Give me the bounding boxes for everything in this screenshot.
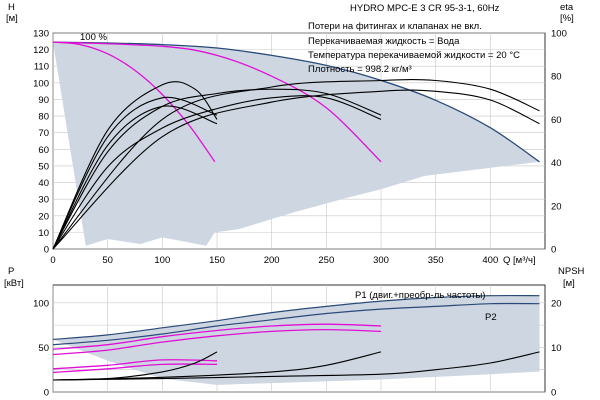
tick-label-p: 50 (38, 343, 49, 354)
tick-label-eta: 40 (551, 158, 562, 169)
tick-label-h: 30 (38, 195, 49, 206)
tick-label-q: 350 (428, 255, 444, 266)
top-series-efficiency-9 (52, 95, 382, 250)
tick-label-eta: 80 (551, 72, 562, 83)
top-series-efficiency-10 (52, 79, 540, 250)
tick-label-h: 80 (38, 112, 49, 123)
tick-label-q: 200 (264, 255, 280, 266)
bottom-series-speed-2 (52, 323, 382, 350)
bottom-series-npsh-8 (52, 351, 540, 381)
tick-label-h: 40 (38, 178, 49, 189)
top-series-max_curve-0 (52, 41, 540, 163)
tick-label-p: 0 (44, 388, 49, 399)
tick-label-h: 90 (38, 95, 49, 106)
bottom-series-p2-1 (52, 302, 540, 346)
tick-label-eta: 20 (551, 201, 562, 212)
curves (52, 41, 540, 381)
tick-label-h: 60 (38, 145, 49, 156)
note-3: Температура перекачиваемой жидкости = 20… (308, 50, 520, 61)
tick-labels: 0102030405060708090100110120130020406080… (33, 29, 567, 399)
y2-label-npsh: NPSH [м] (558, 266, 585, 289)
tick-label-npsh: 0 (551, 388, 556, 399)
tick-label-npsh: 10 (551, 343, 562, 354)
legend-p2: P2 (485, 312, 497, 323)
tick-label-h: 0 (44, 245, 49, 256)
y-label-p: P [кВт] (4, 266, 24, 289)
tick-label-q: 250 (318, 255, 334, 266)
note-2: Перекачиваемая жидкость = Вода (308, 36, 460, 47)
tick-label-h: 110 (34, 62, 49, 73)
tick-label-h: 100 (33, 78, 49, 89)
legend-p1: P1 (двиг.+преобр-ль частоты) (355, 290, 485, 301)
tick-label-p: 100 (33, 298, 49, 309)
annotation-100-percent: 100 % (80, 32, 107, 43)
top-series-efficiency-7 (52, 105, 218, 250)
bottom-series-p1-0 (52, 294, 540, 340)
tick-label-h: 20 (38, 211, 49, 222)
top-series-efficiency-8 (52, 88, 382, 250)
tick-label-h: 50 (38, 161, 49, 172)
tick-label-q: 100 (154, 255, 170, 266)
tick-label-eta: 100 (551, 29, 567, 40)
tick-label-h: 120 (33, 45, 49, 56)
y-label-h: H [м] (6, 2, 18, 24)
tick-label-q: 50 (102, 255, 113, 266)
tick-label-eta: 0 (551, 245, 556, 256)
x-axis-label: Q [м³/ч] (503, 255, 536, 266)
tick-label-npsh: 20 (551, 298, 562, 309)
tick-label-q: 0 (50, 255, 55, 266)
tick-label-eta: 60 (551, 115, 562, 126)
bottom-series-speed-4 (52, 359, 218, 370)
tick-label-q: 300 (373, 255, 389, 266)
tick-label-h: 130 (33, 29, 49, 40)
tick-label-h: 10 (38, 228, 49, 239)
tick-label-q: 400 (482, 255, 498, 266)
chart-title: HYDRO MPC-E 3 CR 95-3-1, 60Hz (350, 3, 500, 14)
y2-label-eta: eta [%] (560, 2, 574, 24)
top-series-speed_curve-1 (52, 41, 216, 163)
top-series-efficiency-11 (52, 89, 540, 250)
bottom-series-speed-3 (52, 328, 382, 356)
top-series-efficiency-6 (52, 96, 218, 250)
top-series-efficiency-5 (52, 81, 218, 250)
tick-label-h: 70 (38, 128, 49, 139)
top-series-speed_curve-2 (52, 41, 382, 163)
note-4: Плотность = 998.2 кг/м³ (308, 64, 412, 75)
operating-areas (53, 42, 540, 385)
note-1: Потери на фитингах и клапанах не вкл. (308, 21, 482, 32)
operating-area-bottom (53, 295, 540, 385)
tick-label-q: 150 (209, 255, 225, 266)
bottom-series-npsh-7 (52, 351, 382, 381)
operating-area-top (53, 42, 540, 246)
